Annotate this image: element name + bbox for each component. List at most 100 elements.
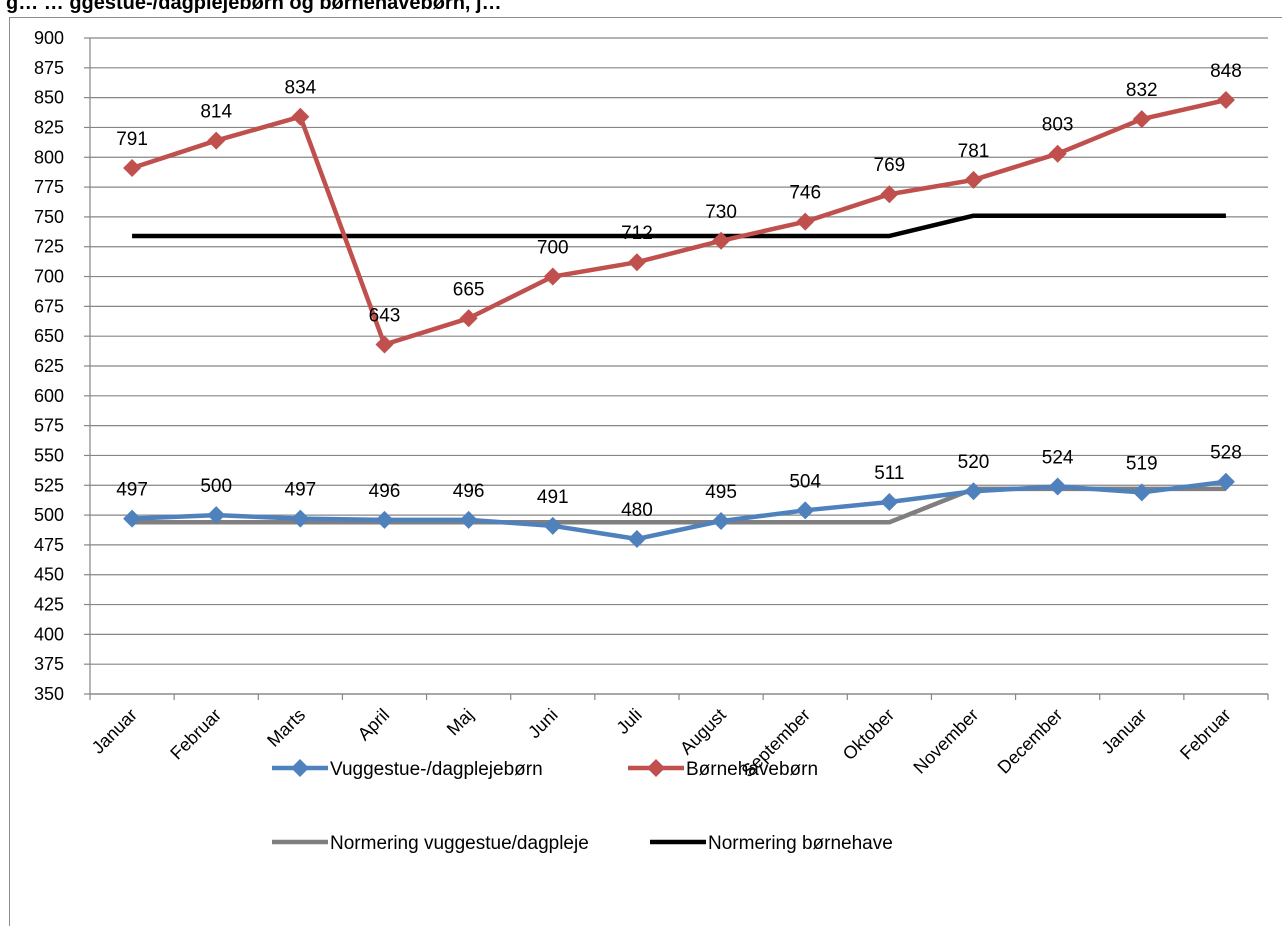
x-tick-label: Oktober — [839, 705, 898, 764]
data-point — [1048, 477, 1067, 496]
data-point — [1132, 483, 1151, 502]
data-label: 528 — [1210, 443, 1242, 464]
data-point — [291, 509, 310, 528]
data-point — [796, 501, 815, 520]
data-point — [1132, 110, 1151, 129]
data-label: 700 — [537, 238, 569, 259]
data-point — [880, 492, 899, 511]
data-label: 814 — [200, 102, 232, 123]
series-line — [131, 97, 1227, 347]
x-tick-label: Marts — [263, 705, 309, 751]
legend-label: Normering vuggestue/dagpleje — [330, 833, 589, 854]
data-label: 834 — [285, 78, 317, 99]
y-tick-label: 675 — [34, 296, 64, 316]
data-label: 524 — [1042, 447, 1074, 468]
y-tick-label: 400 — [34, 624, 64, 644]
data-label: 495 — [705, 482, 737, 503]
y-tick-label: 625 — [34, 356, 64, 376]
data-point — [1216, 91, 1235, 110]
gridlines — [90, 37, 1268, 695]
x-tick-label: Januar — [1098, 705, 1151, 758]
x-tick-label: Februar — [166, 705, 225, 764]
legend-marker — [291, 759, 309, 777]
data-point — [291, 107, 310, 126]
data-label: 480 — [621, 500, 653, 521]
data-point — [459, 510, 478, 529]
y-tick-label: 425 — [34, 595, 64, 615]
data-point — [123, 159, 142, 178]
data-point — [207, 506, 226, 525]
data-point — [375, 335, 394, 354]
data-label: 500 — [200, 476, 232, 497]
data-label: 497 — [285, 480, 317, 501]
y-tick-label: 575 — [34, 416, 64, 436]
x-tick-label: August — [676, 705, 730, 759]
data-label: 746 — [789, 183, 821, 204]
data-point — [543, 267, 562, 286]
x-tick-label: November — [909, 705, 982, 778]
chart-frame — [9, 17, 1282, 926]
y-tick-label: 600 — [34, 386, 64, 406]
header-strip: g… … ggestue-/dagplejebørn og børnehaveb… — [0, 0, 1282, 18]
y-tick-label: 450 — [34, 565, 64, 585]
data-point — [627, 253, 646, 272]
y-tick-label: 550 — [34, 445, 64, 465]
y-tick-label: 650 — [34, 326, 64, 346]
data-point — [207, 131, 226, 150]
data-label: 496 — [369, 481, 401, 502]
y-tick-label: 875 — [34, 58, 64, 78]
x-tick-label: Februar — [1176, 705, 1235, 764]
y-tick-label: 375 — [34, 654, 64, 674]
legend: Vuggestue-/dagplejebørn Børnehavebørn Norm… — [272, 759, 893, 854]
data-label: 803 — [1042, 115, 1074, 136]
series-line — [132, 213, 1226, 239]
legend-label: Børnehavebørn — [686, 759, 818, 780]
legend-item: Vuggestue-/dagplejebørn — [272, 759, 543, 780]
data-point — [796, 212, 815, 231]
data-point — [1216, 472, 1235, 491]
data-point — [543, 516, 562, 535]
x-tick-label: Maj — [443, 705, 478, 740]
header-text: g… … ggestue-/dagplejebørn og børnehaveb… — [6, 0, 502, 14]
y-tick-label: 500 — [34, 505, 64, 525]
data-label: 730 — [705, 202, 737, 223]
series — [123, 91, 1235, 548]
data-label: 769 — [874, 155, 906, 176]
data-point — [964, 170, 983, 189]
x-tick-label: Juli — [613, 705, 646, 738]
data-point — [964, 482, 983, 501]
y-tick-label: 850 — [34, 88, 64, 108]
y-tick-label: 475 — [34, 535, 64, 555]
data-label: 643 — [369, 306, 401, 327]
data-label: 832 — [1126, 80, 1158, 101]
data-label: 491 — [537, 487, 569, 508]
data-point — [712, 231, 731, 250]
legend-label: Normering børnehave — [708, 833, 893, 854]
x-tick-label: April — [354, 705, 394, 745]
legend-item: Børnehavebørn — [628, 759, 818, 780]
x-tick-label: December — [994, 705, 1067, 778]
y-tick-label: 350 — [34, 684, 64, 704]
legend-item: Normering børnehave — [650, 833, 893, 854]
y-tick-label: 775 — [34, 177, 64, 197]
data-labels: 497 500 497 496 496 491 480 495 504 511 520 524 519 5… — [116, 61, 1242, 521]
data-point — [712, 512, 731, 531]
data-point — [880, 185, 899, 204]
y-tick-label: 700 — [34, 267, 64, 287]
data-point — [459, 309, 478, 328]
legend-label: Vuggestue-/dagplejebørn — [330, 759, 543, 780]
data-label: 520 — [958, 452, 990, 473]
data-point — [627, 529, 646, 548]
data-point — [375, 510, 394, 529]
y-tick-label: 800 — [34, 147, 64, 167]
data-point — [123, 509, 142, 528]
data-label: 504 — [789, 471, 821, 492]
data-label: 791 — [116, 129, 148, 150]
data-label: 848 — [1210, 61, 1242, 82]
data-label: 712 — [621, 223, 653, 244]
data-point — [1048, 144, 1067, 163]
y-tick-label: 900 — [34, 28, 64, 48]
data-label: 665 — [453, 279, 485, 300]
data-label: 511 — [874, 463, 904, 484]
